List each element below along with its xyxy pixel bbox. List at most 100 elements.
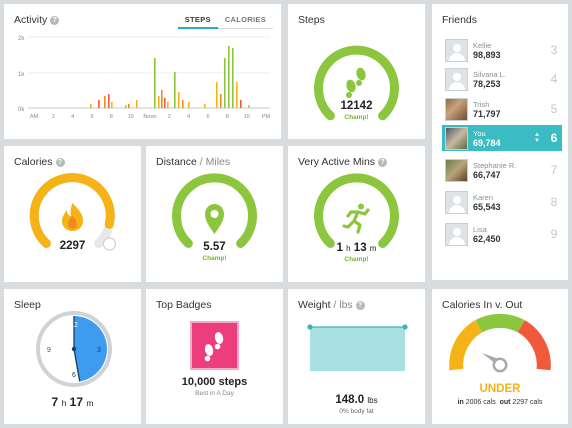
friend-steps: 62,450 [473,233,501,244]
activity-tabs: STEPS CALORIES [177,13,273,29]
help-icon[interactable]: ? [55,158,65,167]
x-tick-label: 4 [187,114,190,120]
friend-row[interactable]: Trish 71,797 5 [445,96,562,122]
friend-row-you[interactable]: You 69,784 ▲ ▼ 6 [442,125,562,151]
friend-name: Trish [473,99,490,109]
activity-bar [224,58,226,108]
friend-rank: 4 [550,72,558,86]
activity-bar [204,104,206,108]
x-tick-label: Noon [143,114,156,120]
activity-bar [125,105,127,108]
activity-bar [154,58,156,108]
y-tick-2k: 2k [18,36,25,42]
weight-sub: 0% body fat [339,408,374,415]
distance-value: 5.57 [203,241,226,253]
avatar [445,158,468,182]
activity-bar [164,98,166,108]
friend-steps: 65,543 [473,201,501,212]
tab-steps[interactable]: STEPS [177,13,218,29]
friend-steps: 78,253 [473,78,501,89]
activity-title: Activity? [14,14,60,26]
steps-tile[interactable]: Steps 12142 Champ! [288,4,425,139]
friend-name: You [473,128,486,138]
help-icon[interactable]: ? [378,158,388,167]
activity-bar [232,48,234,108]
x-tick-label: PM [262,114,271,120]
friend-steps: 69,784 [473,137,501,148]
friend-rank: 8 [550,195,558,209]
activity-bar [240,100,242,108]
x-tick-label: AM [30,114,39,120]
steps-status: Champ! [344,114,369,121]
calories-io-gauge [449,313,551,373]
badges-title: Top Badges [156,299,212,311]
activity-bar [236,82,238,108]
friend-name: Lisa [473,224,487,234]
friend-row[interactable]: Kellie 98,893 3 [445,37,562,63]
activity-bar [178,92,180,108]
avatar [445,67,468,91]
avatar [445,126,468,150]
footprints-icon [346,67,366,98]
friend-rank: 6 [550,131,558,145]
friend-rank: 3 [550,43,558,57]
friend-row[interactable]: Lisa 62,450 9 [445,221,562,247]
friend-row[interactable]: Stephanie R. 66,747 7 [445,157,562,183]
y-tick-1k: 1k [18,72,25,78]
active-mins-value: 1 h 13 m [336,242,377,254]
friend-row[interactable]: Silvana L. 78,253 4 [445,66,562,92]
calories-io-tile[interactable]: Calories In v. Out UNDER in 2006 cals ou… [432,289,568,424]
badges-tile[interactable]: Top Badges 10,000 steps Best in A Day [146,289,283,424]
activity-bar [167,102,169,108]
weight-tile[interactable]: Weight / lbs? 148.0 lbs 0% body fat [288,289,425,424]
help-icon[interactable]: ? [355,301,365,310]
active-mins-status: Champ! [344,256,369,263]
footprints-icon [204,332,224,362]
friend-steps: 66,747 [473,169,501,180]
activity-bar [188,102,190,108]
activity-bar [104,96,106,108]
x-tick-label: 2 [168,114,171,120]
calories-io-detail: in 2006 cals out 2297 cals [457,399,543,406]
friend-rank: 5 [550,102,558,116]
steps-value: 12142 [340,100,373,112]
sleep-tile[interactable]: Sleep 12 3 6 9 7 h 17 m [4,289,141,424]
activity-bar [228,46,230,108]
clock-label-6: 6 [72,372,76,379]
running-person-icon [342,203,370,234]
active-mins-gauge [314,173,399,248]
tab-calories[interactable]: CALORIES [217,13,273,29]
steps-title: Steps [298,14,325,26]
clock-label-3: 3 [97,347,101,354]
friend-steps: 98,893 [473,49,501,60]
badge-sub: Best in A Day [195,390,234,397]
calories-tile[interactable]: Calories? 2297 [4,146,141,282]
x-tick-label: 6 [206,114,209,120]
x-tick-label: 10 [244,114,250,120]
weight-title: Weight / lbs? [298,299,365,311]
friends-tile: Friends Kellie 98,893 3 Silvana L. 78,253 … [432,4,568,280]
avatar [445,190,468,214]
friend-rank: 9 [550,227,558,241]
x-tick-label: 8 [226,114,229,120]
avatar [445,97,468,121]
avatar [445,38,468,62]
distance-tile[interactable]: Distance / Miles 5.57 Champ! [146,146,283,282]
x-tick-label: 10 [128,114,134,120]
help-icon[interactable]: ? [50,16,60,25]
activity-bar [182,100,184,108]
sleep-value: 7 h 17 m [51,395,94,409]
activity-bar [174,72,176,108]
sleep-title: Sleep [14,299,41,311]
active-mins-tile[interactable]: Very Active Mins? 1 h 13 m Champ! [288,146,425,282]
calories-gauge [29,173,117,251]
clock-label-12: 12 [70,322,78,329]
friend-row[interactable]: Karen 65,543 8 [445,189,562,215]
y-tick-0k: 0k [18,107,25,113]
friend-name: Stephanie R. [473,160,517,170]
activity-bar [108,94,110,108]
distance-gauge [172,173,257,248]
location-pin-icon [205,204,224,234]
activity-tile: Activity? STEPS CALORIES 2k 1k 0k AM 2 4 6 8… [4,4,281,139]
calories-title: Calories? [14,156,65,168]
